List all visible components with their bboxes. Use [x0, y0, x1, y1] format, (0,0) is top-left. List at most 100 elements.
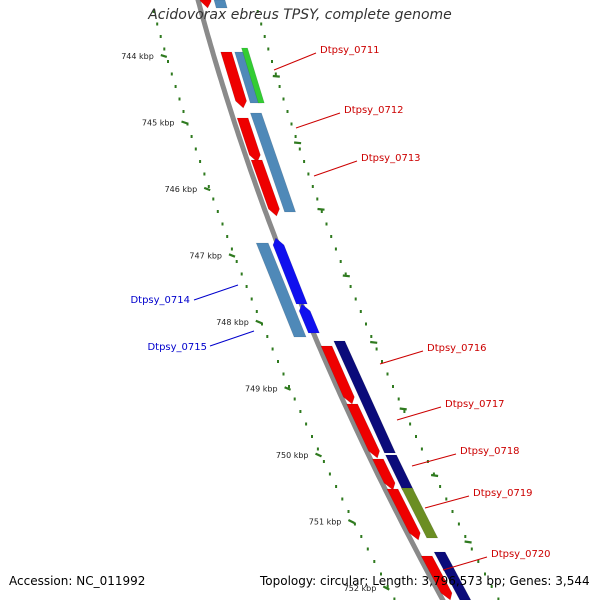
ring-dot [260, 22, 263, 26]
gene-arrow[interactable] [371, 458, 396, 491]
label-leader-line [313, 160, 358, 177]
ring-dot [420, 447, 423, 451]
ring-dot [282, 372, 285, 376]
gene-arrow[interactable] [241, 47, 265, 104]
ring-dot [380, 572, 382, 576]
ring-dot [354, 297, 357, 301]
ring-dot [305, 422, 308, 426]
ring-dot [477, 560, 480, 563]
ring-dot [386, 585, 389, 588]
gene-arrow[interactable] [236, 117, 261, 163]
gene-arrow[interactable] [433, 551, 472, 600]
label-leader-line [193, 284, 239, 301]
gene-label[interactable]: Dtpsy_0713 [361, 153, 421, 164]
gene-arrow[interactable] [199, 0, 212, 9]
gene-features [199, 0, 472, 600]
ring-dot [409, 422, 412, 426]
gene-arrow[interactable] [249, 112, 297, 213]
ring-dot [381, 360, 383, 363]
outer-dotted-ring [256, 10, 500, 600]
ring-dot [334, 247, 337, 251]
ring-dot [311, 435, 313, 438]
ring-dot [203, 172, 206, 176]
ring-dot [266, 335, 269, 338]
gene-label[interactable]: Dtpsy_0719 [473, 488, 533, 499]
ring-dot [392, 385, 394, 388]
outer-tick [430, 473, 439, 478]
ring-dot [226, 235, 229, 238]
label-leader-line [396, 406, 442, 421]
ring-dot [167, 60, 169, 63]
label-leader-line [295, 112, 341, 129]
ring-dot [263, 35, 266, 38]
ring-dot [240, 272, 243, 276]
kbp-tick-label: 750 kbp [276, 451, 309, 460]
ring-dot [267, 47, 270, 51]
ring-dot [186, 122, 189, 126]
ring-dot [439, 485, 442, 488]
ring-dot [370, 335, 373, 338]
ring-dot [403, 410, 406, 413]
gene-arrow[interactable] [213, 0, 228, 9]
ring-dot [294, 135, 297, 138]
ring-dot [325, 222, 328, 226]
ring-dot [282, 97, 285, 101]
ring-dot [152, 10, 155, 13]
gene-label[interactable]: Dtpsy_0717 [445, 399, 505, 410]
ring-dot [271, 60, 273, 63]
ring-dot [190, 135, 193, 138]
outer-tick [370, 340, 378, 344]
outer-tick [272, 74, 280, 78]
ring-dot [497, 597, 500, 600]
gene-arrow[interactable] [386, 488, 421, 541]
ring-dot [330, 235, 333, 238]
inner-dotted-ring [152, 10, 396, 600]
ring-dot [353, 522, 356, 526]
outer-tick [293, 141, 302, 145]
gene-label[interactable]: Dtpsy_0716 [427, 343, 487, 354]
ring-dot [365, 322, 367, 326]
ring-dot [307, 172, 310, 176]
ring-dot [359, 310, 362, 313]
ring-dot [221, 222, 224, 226]
kbp-tick-label: 748 kbp [216, 318, 249, 327]
ring-dot [335, 485, 338, 488]
gene-arrow[interactable] [346, 403, 380, 459]
ring-dot [360, 535, 363, 538]
kbp-tick [255, 319, 263, 325]
gene-arrow[interactable] [420, 555, 453, 600]
gene-arrow[interactable] [320, 345, 355, 405]
gene-label[interactable]: Dtpsy_0712 [344, 105, 404, 116]
ring-dot [286, 110, 289, 113]
ring-dot [278, 85, 281, 88]
gene-arrow[interactable] [401, 487, 439, 539]
kbp-tick-label: 744 kbp [121, 52, 154, 61]
tick-marks: 744 kbp 745 kbp 746 kbp 747 kbp 748 kbp 749 k… [121, 52, 472, 593]
gene-arrow[interactable] [250, 159, 280, 217]
ring-dot [366, 547, 369, 551]
ring-dot [328, 472, 331, 476]
kbp-tick [347, 519, 355, 524]
gene-arrow[interactable] [333, 340, 396, 454]
map-title: Acidovorax ebreus TPSY, complete genome [148, 7, 452, 23]
ring-dot [344, 272, 347, 276]
gene-label[interactable]: Dtpsy_0718 [460, 446, 520, 457]
ring-dot [451, 510, 454, 513]
outer-tick [342, 274, 350, 278]
label-leader-line [273, 52, 317, 71]
genome-summary-text: Topology: circular; Length: 3,796,573 bp… [260, 574, 590, 588]
kbp-tick-label: 745 kbp [142, 119, 175, 128]
ring-dot [212, 197, 215, 201]
gene-arrow[interactable] [255, 242, 307, 338]
ring-dot [316, 447, 319, 451]
gene-label[interactable]: Dtpsy_0714 [130, 295, 190, 306]
ring-dot [339, 260, 342, 263]
gene-label[interactable]: Dtpsy_0720 [491, 549, 551, 560]
ring-dot [216, 210, 219, 213]
label-leader-line [411, 453, 457, 467]
gene-label[interactable]: Dtpsy_0715 [147, 342, 207, 353]
gene-arrow[interactable] [298, 303, 320, 334]
ring-dot [457, 522, 460, 526]
gene-arrow[interactable] [220, 51, 247, 109]
gene-label[interactable]: Dtpsy_0711 [320, 45, 380, 56]
